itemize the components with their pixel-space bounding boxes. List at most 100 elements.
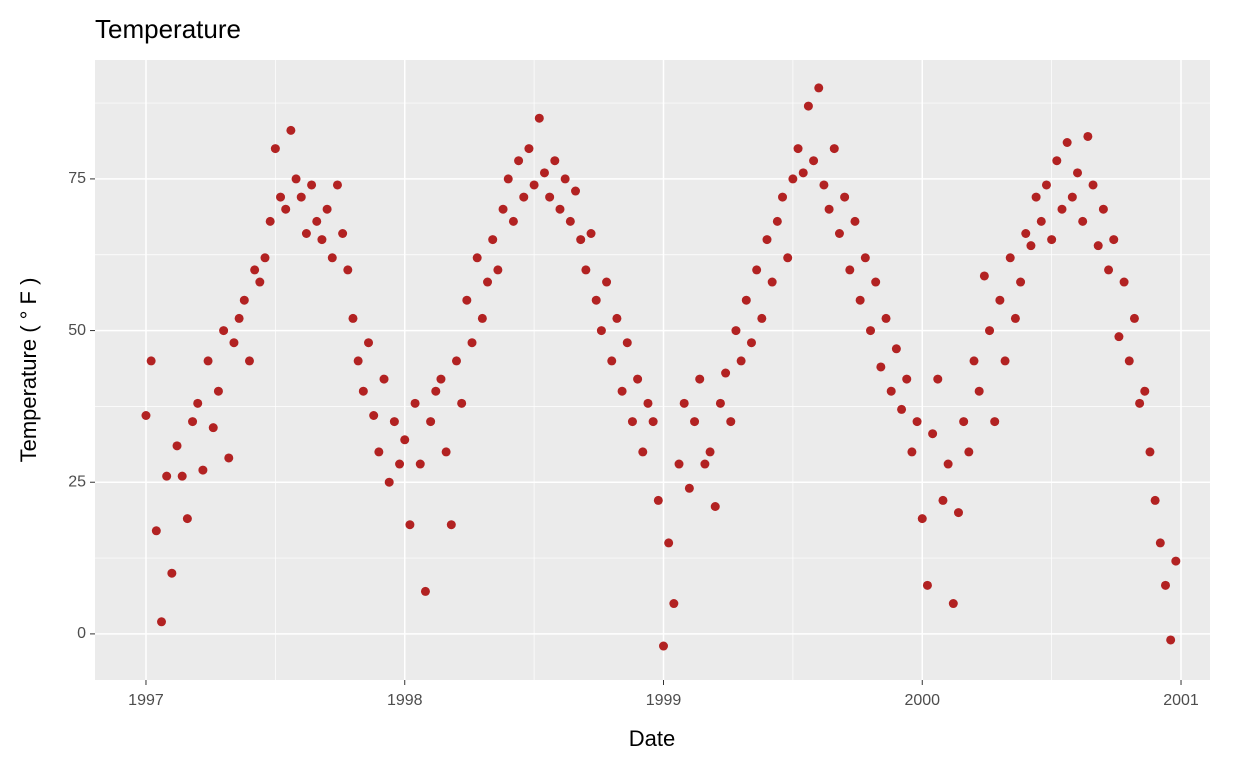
point bbox=[369, 410, 379, 420]
point bbox=[1047, 235, 1057, 245]
point bbox=[332, 180, 342, 190]
point bbox=[788, 174, 798, 184]
point bbox=[343, 265, 353, 275]
point bbox=[1166, 635, 1176, 645]
point bbox=[783, 253, 793, 263]
point bbox=[250, 265, 260, 275]
point bbox=[602, 277, 612, 287]
point bbox=[576, 235, 586, 245]
point bbox=[809, 156, 819, 166]
point bbox=[358, 386, 368, 396]
point bbox=[281, 204, 291, 214]
point bbox=[891, 344, 901, 354]
chart-title: Temperature bbox=[95, 14, 241, 44]
point bbox=[312, 216, 322, 226]
y-tick-label: 0 bbox=[77, 625, 86, 642]
point bbox=[172, 441, 182, 451]
point bbox=[1150, 495, 1160, 505]
point bbox=[1052, 156, 1062, 166]
point bbox=[229, 338, 239, 348]
point bbox=[555, 204, 565, 214]
point bbox=[772, 216, 782, 226]
point bbox=[514, 156, 524, 166]
point bbox=[1000, 356, 1010, 366]
point bbox=[405, 520, 415, 530]
point bbox=[219, 326, 229, 336]
point bbox=[389, 417, 399, 427]
point bbox=[157, 617, 167, 627]
point bbox=[1140, 386, 1150, 396]
point bbox=[1078, 216, 1088, 226]
point bbox=[1145, 447, 1155, 457]
point bbox=[866, 326, 876, 336]
point bbox=[338, 229, 348, 239]
point bbox=[400, 435, 410, 445]
point bbox=[648, 417, 658, 427]
point bbox=[265, 216, 275, 226]
point bbox=[917, 514, 927, 524]
point bbox=[855, 295, 865, 305]
point bbox=[752, 265, 762, 275]
point bbox=[426, 417, 436, 427]
point bbox=[1093, 241, 1103, 251]
point bbox=[203, 356, 213, 366]
point bbox=[1114, 332, 1124, 342]
point bbox=[1104, 265, 1114, 275]
point bbox=[431, 386, 441, 396]
point bbox=[1036, 216, 1046, 226]
point bbox=[1098, 204, 1108, 214]
point bbox=[296, 192, 306, 202]
point bbox=[850, 216, 860, 226]
point bbox=[1031, 192, 1041, 202]
point bbox=[519, 192, 529, 202]
point bbox=[985, 326, 995, 336]
point bbox=[353, 356, 363, 366]
point bbox=[876, 362, 886, 372]
point bbox=[483, 277, 493, 287]
point bbox=[736, 356, 746, 366]
point bbox=[571, 186, 581, 196]
point bbox=[695, 374, 705, 384]
point bbox=[198, 465, 208, 475]
point bbox=[1088, 180, 1098, 190]
point bbox=[762, 235, 772, 245]
point bbox=[778, 192, 788, 202]
point bbox=[907, 447, 917, 457]
point bbox=[938, 495, 948, 505]
point bbox=[384, 477, 394, 487]
point bbox=[146, 356, 156, 366]
point bbox=[612, 313, 622, 323]
point bbox=[415, 459, 425, 469]
point bbox=[410, 398, 420, 408]
point bbox=[638, 447, 648, 457]
point bbox=[1016, 277, 1026, 287]
point bbox=[141, 410, 151, 420]
point bbox=[167, 568, 177, 578]
point bbox=[964, 447, 974, 457]
point bbox=[1010, 313, 1020, 323]
panel bbox=[95, 60, 1210, 680]
point bbox=[607, 356, 617, 366]
point bbox=[151, 526, 161, 536]
point bbox=[979, 271, 989, 281]
point bbox=[1062, 138, 1072, 148]
point bbox=[1005, 253, 1015, 263]
point bbox=[679, 398, 689, 408]
point bbox=[255, 277, 265, 287]
point bbox=[477, 313, 487, 323]
point bbox=[457, 398, 467, 408]
point bbox=[307, 180, 317, 190]
point bbox=[948, 599, 958, 609]
point bbox=[462, 295, 472, 305]
point bbox=[684, 483, 694, 493]
point bbox=[260, 253, 270, 263]
point bbox=[829, 144, 839, 154]
point bbox=[860, 253, 870, 263]
point bbox=[840, 192, 850, 202]
point bbox=[1160, 580, 1170, 590]
point bbox=[446, 520, 456, 530]
point bbox=[922, 580, 932, 590]
point bbox=[1171, 556, 1181, 566]
point bbox=[658, 641, 668, 651]
x-axis-title: Date bbox=[629, 726, 675, 751]
